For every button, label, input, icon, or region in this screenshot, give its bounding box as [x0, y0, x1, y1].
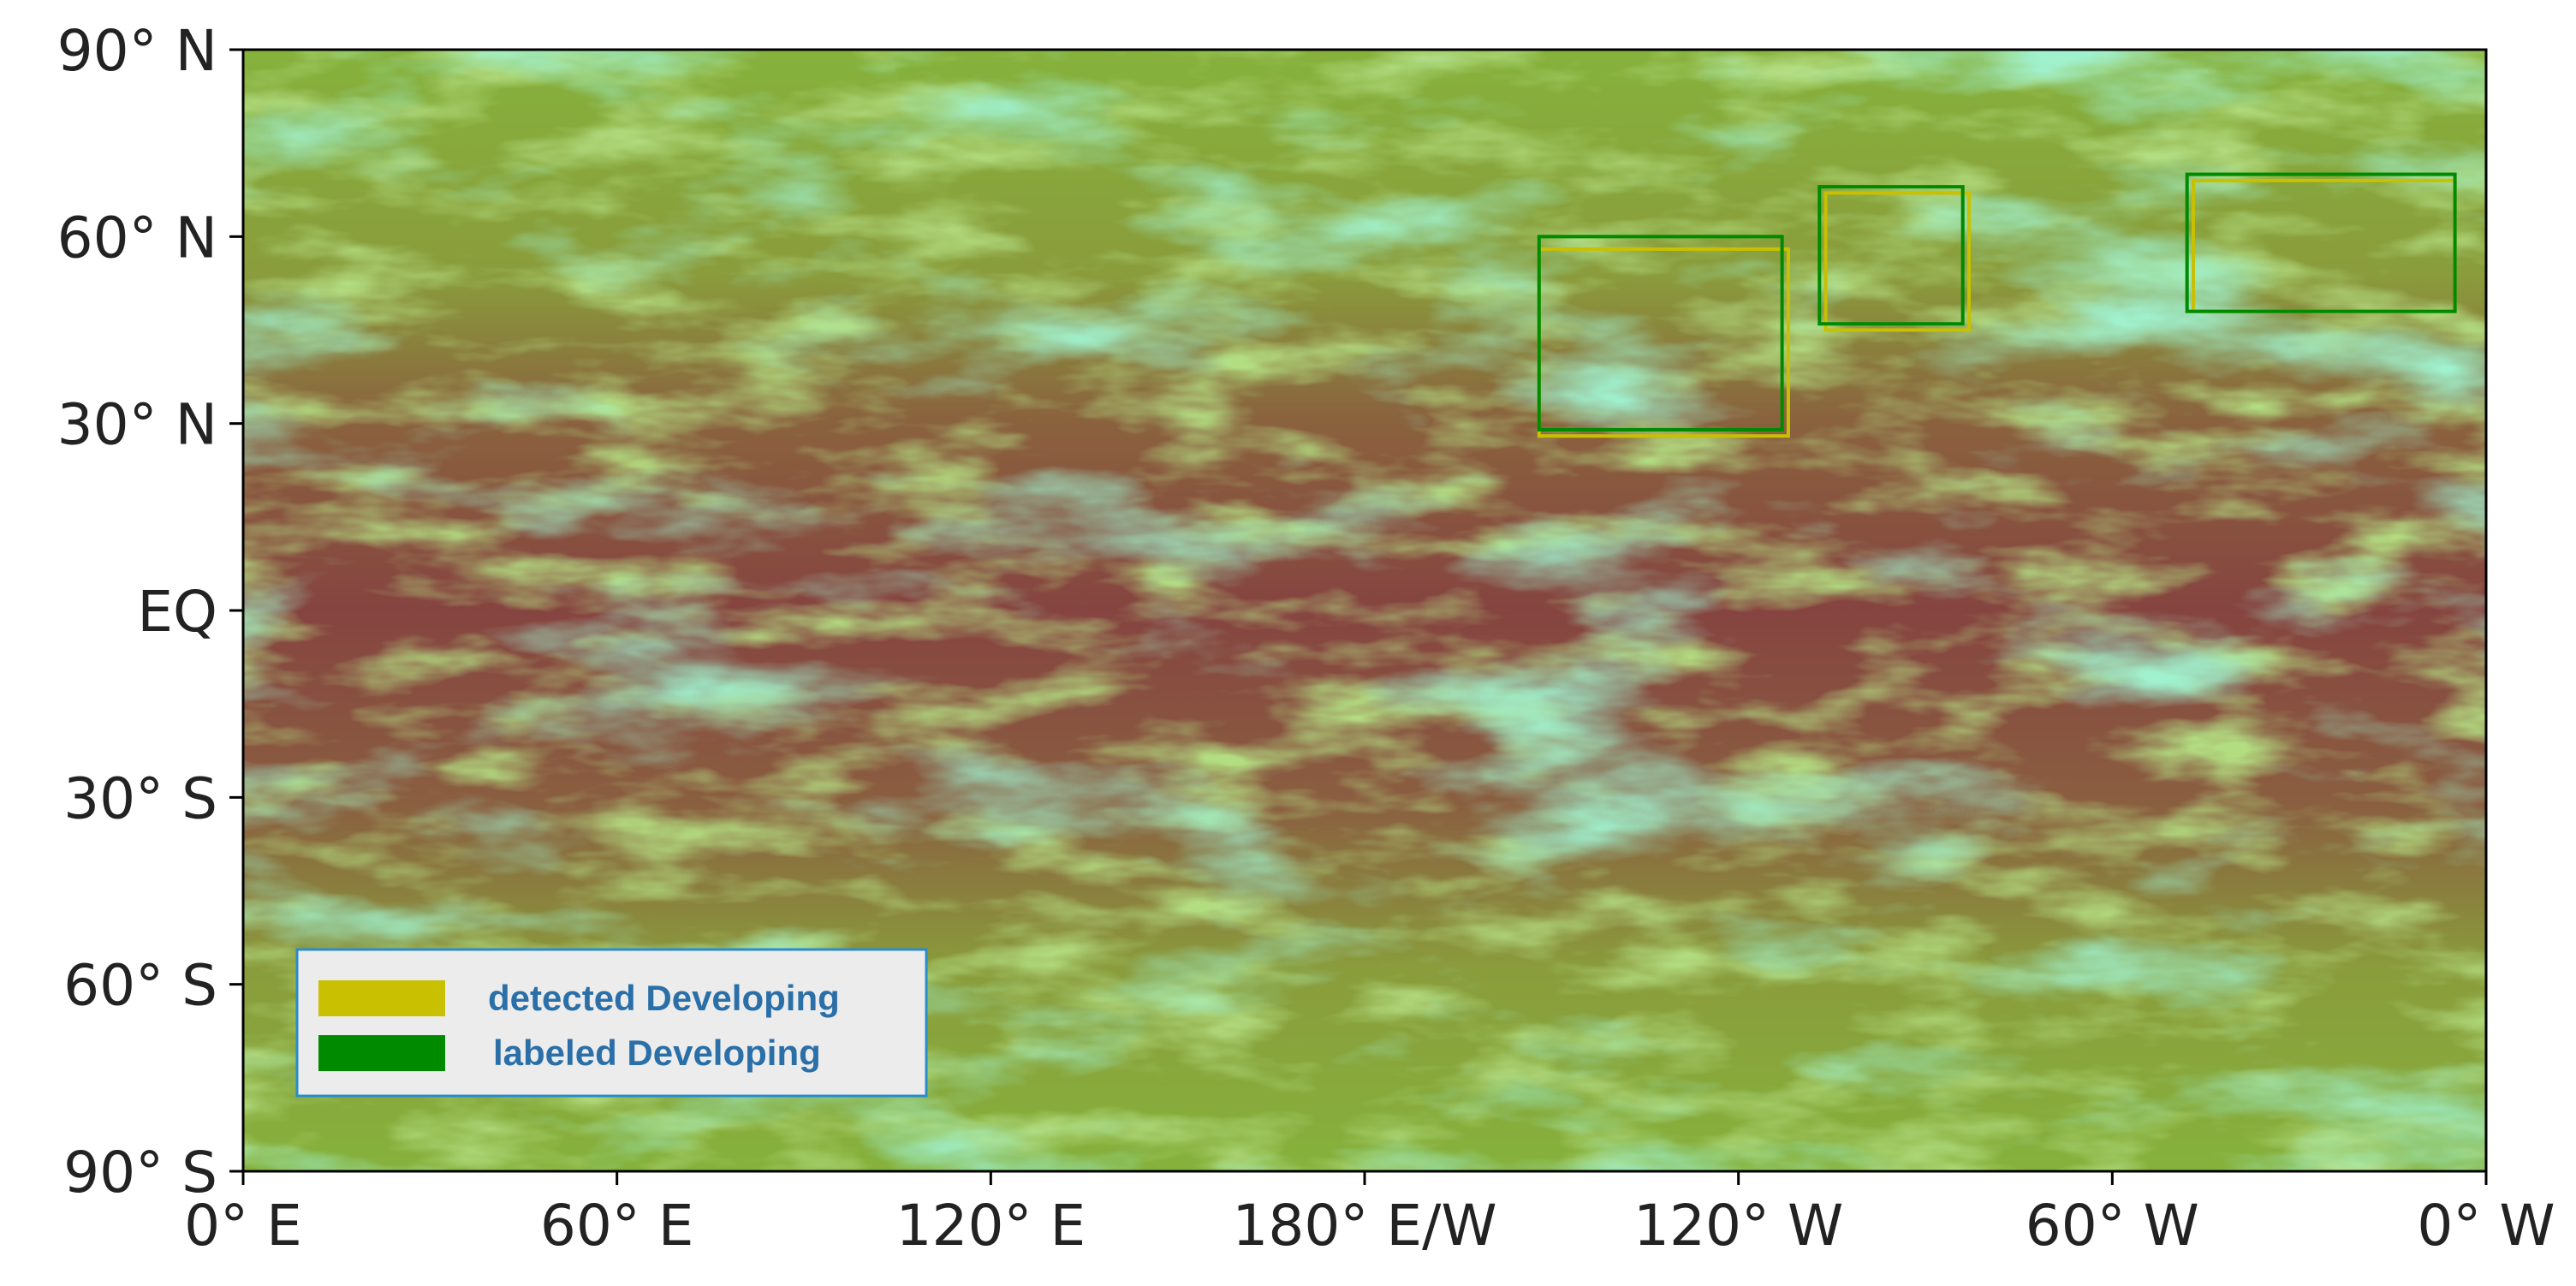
x-tick-label: 120° W: [1633, 1193, 1843, 1259]
y-tick-label: 90° N: [57, 18, 217, 84]
box: [1537, 235, 1784, 432]
y-tick-label: 30° S: [63, 765, 217, 831]
map-image: [243, 50, 2486, 1171]
legend: detected Developing labeled Developing: [295, 948, 928, 1098]
y-tick-label: 60° N: [57, 205, 217, 271]
box: [1817, 185, 1965, 326]
x-tick-label: 0° W: [2417, 1193, 2555, 1259]
legend-swatch: [318, 1035, 445, 1071]
legend-label: detected Developing: [488, 978, 840, 1018]
legend-box: [295, 948, 928, 1098]
x-tick-label: 0° E: [184, 1193, 302, 1259]
legend-label: labeled Developing: [493, 1033, 821, 1073]
legend-swatch: [318, 980, 445, 1016]
x-tick-label: 60° W: [2026, 1193, 2199, 1259]
x-tick-label: 120° E: [896, 1193, 1086, 1259]
y-tick-label: 30° N: [57, 392, 217, 458]
boxes: [1537, 172, 2457, 438]
y-tick-label: 90° S: [63, 1140, 217, 1206]
y-tick-label: 60° S: [63, 953, 217, 1019]
box: [2185, 172, 2457, 313]
x-tick-label: 180° E/W: [1232, 1193, 1496, 1259]
y-tick-label: EQ: [137, 579, 217, 645]
x-tick-label: 60° E: [540, 1193, 694, 1259]
box: [1823, 191, 1971, 332]
